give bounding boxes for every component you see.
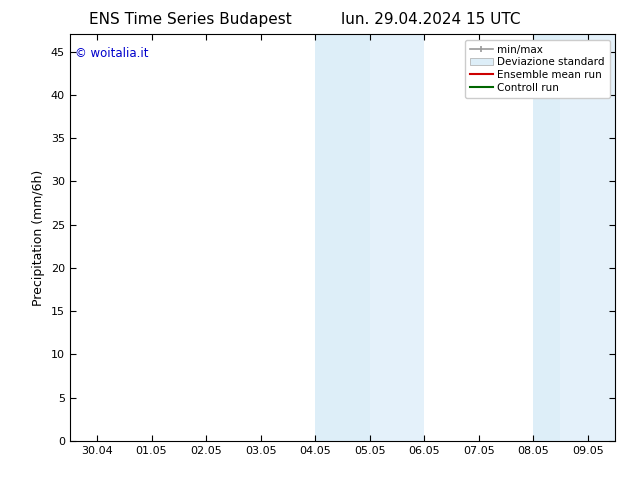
Text: ENS Time Series Budapest: ENS Time Series Budapest bbox=[89, 12, 292, 27]
Legend: min/max, Deviazione standard, Ensemble mean run, Controll run: min/max, Deviazione standard, Ensemble m… bbox=[465, 40, 610, 98]
Bar bbox=[315, 34, 370, 441]
Bar bbox=[370, 34, 424, 441]
Text: © woitalia.it: © woitalia.it bbox=[75, 47, 149, 59]
Text: lun. 29.04.2024 15 UTC: lun. 29.04.2024 15 UTC bbox=[341, 12, 521, 27]
Bar bbox=[560, 34, 615, 441]
Bar bbox=[533, 34, 560, 441]
Y-axis label: Precipitation (mm/6h): Precipitation (mm/6h) bbox=[32, 170, 45, 306]
